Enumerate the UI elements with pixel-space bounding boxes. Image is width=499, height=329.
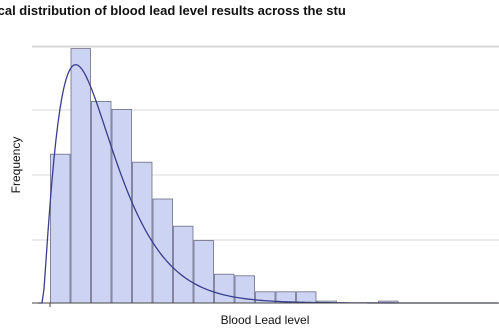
chart-title: ical distribution of blood lead level re… <box>0 3 346 18</box>
histogram-bar <box>70 48 91 304</box>
x-axis-label: Blood Lead level <box>221 313 310 327</box>
gridlines <box>32 45 499 241</box>
histogram-bar <box>152 198 173 304</box>
histogram-bar <box>50 153 71 304</box>
histogram-bar <box>214 273 235 304</box>
histogram-bars <box>50 48 399 304</box>
y-axis-label: Frequency <box>9 137 23 194</box>
histogram-bar <box>173 225 194 304</box>
histogram-bar <box>132 161 153 304</box>
histogram-bar <box>91 101 112 304</box>
histogram-bar <box>111 109 132 304</box>
histogram-bar <box>193 240 214 304</box>
histogram-bar <box>296 291 317 304</box>
